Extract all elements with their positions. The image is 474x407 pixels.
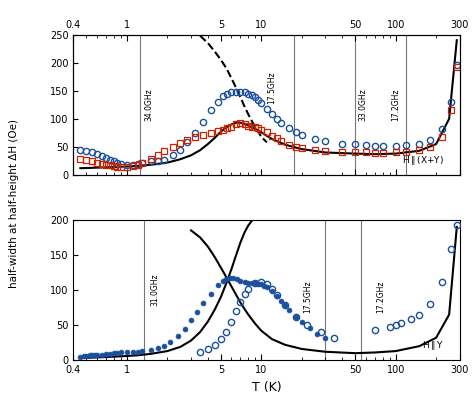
Text: 17.5GHz: 17.5GHz [303,281,312,313]
Text: 17.2GHz: 17.2GHz [391,88,400,121]
Text: 17.2GHz: 17.2GHz [377,281,386,313]
Text: 17.5GHz: 17.5GHz [267,72,276,104]
Text: H$\parallel$Y: H$\parallel$Y [422,339,444,352]
Text: half-width at half-height ΔH (Oe): half-width at half-height ΔH (Oe) [9,119,19,288]
Text: H$\parallel$(X+Y): H$\parallel$(X+Y) [402,154,444,166]
Text: 31.0GHz: 31.0GHz [151,274,160,306]
Text: 33.0GHz: 33.0GHz [358,88,367,121]
Text: 34.0GHz: 34.0GHz [144,88,153,121]
X-axis label: T (K): T (K) [252,381,282,394]
